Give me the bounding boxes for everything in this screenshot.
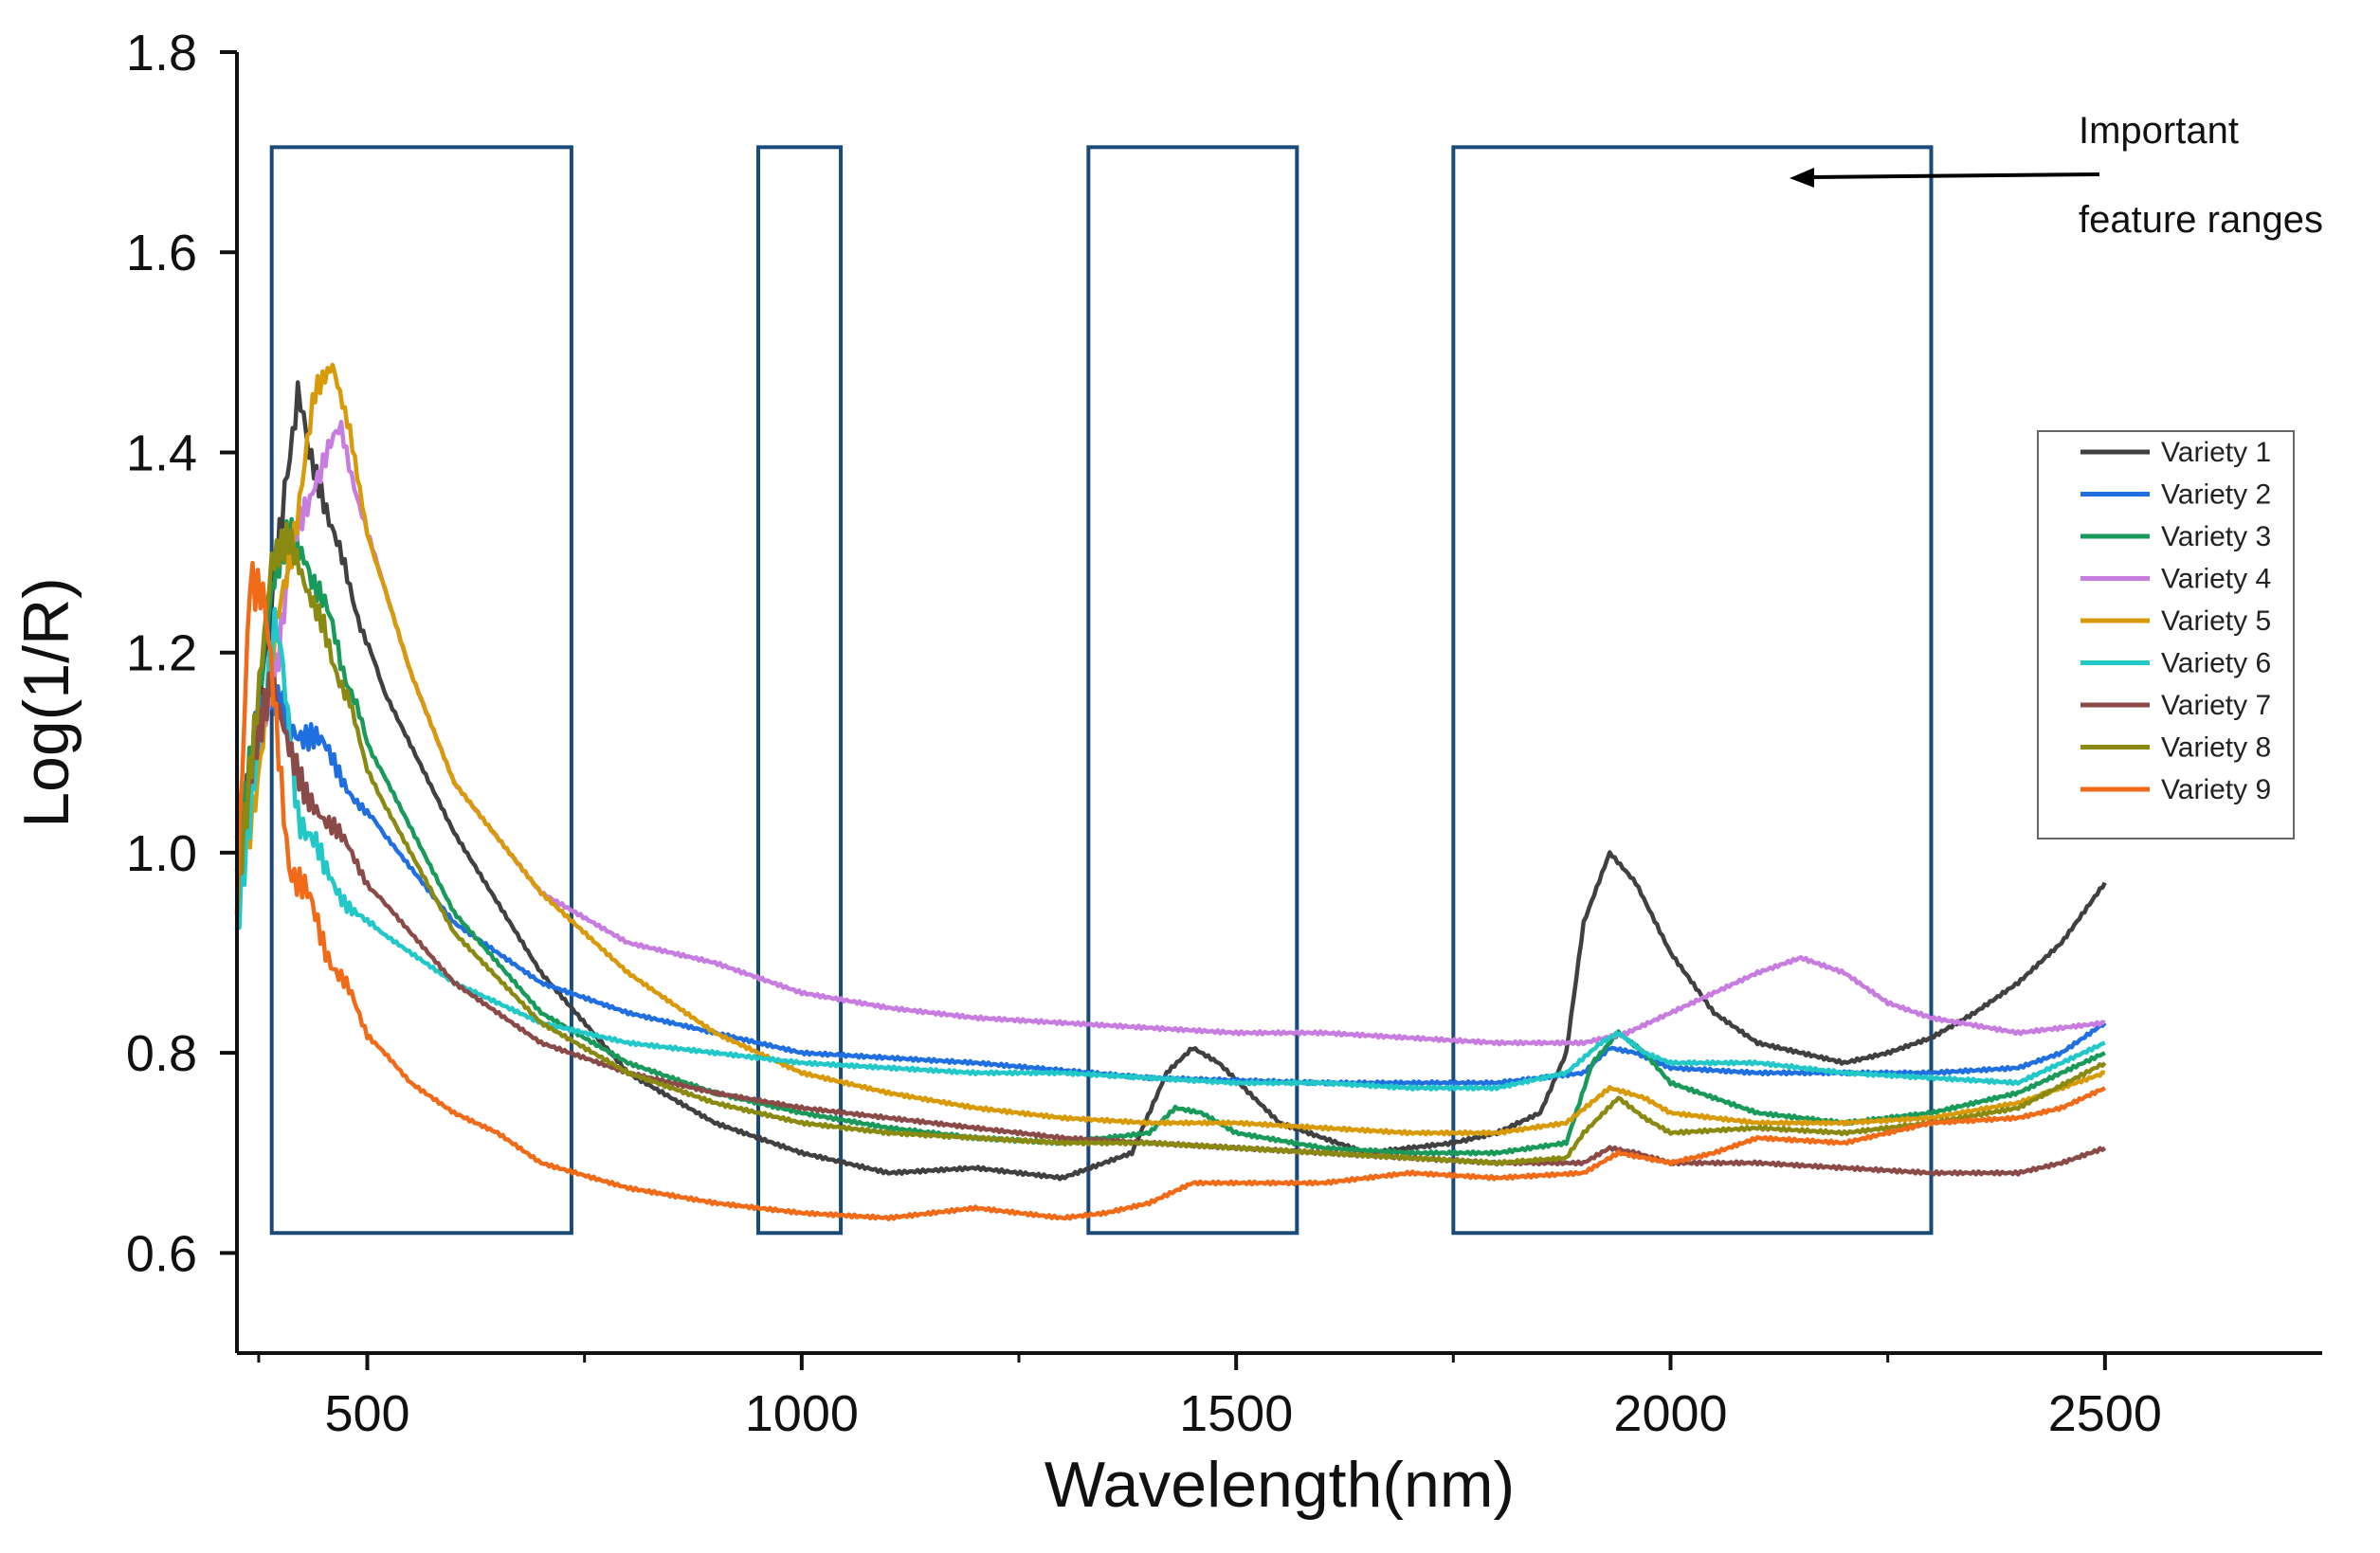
x-tick-label: 500 (324, 1385, 409, 1442)
feature-range-box (1086, 145, 1299, 1236)
y-tick-label: 0.6 (126, 1225, 197, 1282)
y-tick-label: 1.8 (126, 25, 197, 81)
legend: Variety 1 Variety 2 Variety 3 Variety 4 Vari… (2037, 430, 2295, 840)
series-line-8 (234, 521, 2107, 1166)
y-tick-label: 1.4 (126, 424, 197, 481)
x-ticks: 500 1000 1500 2000 2500 (257, 1353, 2162, 1442)
feature-range-box (1451, 145, 1934, 1236)
legend-label: Variety 3 (2161, 521, 2271, 552)
series-line-4 (234, 420, 2106, 1047)
series-lines (234, 362, 2107, 1222)
series-line-1 (234, 380, 2107, 1182)
x-tick-label: 2500 (2048, 1385, 2162, 1442)
y-ticks: 0.6 0.8 1.0 1.2 1.4 1.6 1.8 (126, 25, 237, 1282)
legend-label: Variety 5 (2161, 605, 2271, 637)
y-tick-label: 0.8 (126, 1025, 197, 1082)
feature-range-box (269, 145, 573, 1236)
annotation-arrow (1811, 172, 2100, 179)
annotation-line-2: feature ranges (2079, 199, 2323, 241)
y-tick-label: 1.6 (126, 225, 197, 281)
legend-label: Variety 8 (2161, 732, 2271, 764)
legend-label: Variety 9 (2161, 774, 2271, 805)
y-tick-label: 1.2 (126, 625, 197, 682)
x-tick-label: 2000 (1613, 1385, 1727, 1442)
y-axis-title: Log(1/R) (10, 577, 82, 828)
feature-range-box (756, 145, 844, 1236)
x-axis-title: Wavelength(nm) (1045, 1449, 1515, 1521)
legend-label: Variety 4 (2161, 564, 2271, 595)
legend-label: Variety 1 (2161, 437, 2271, 468)
series-line-9 (234, 560, 2106, 1222)
y-tick-label: 1.0 (126, 825, 197, 882)
annotation-line-1: Important (2079, 110, 2239, 152)
feature-range-boxes (269, 145, 1934, 1236)
axes (235, 52, 2322, 1355)
legend-label: Variety 7 (2161, 690, 2271, 721)
legend-label: Variety 2 (2161, 479, 2271, 511)
legend-frame (2037, 430, 2295, 840)
legend-items: Variety 1 Variety 2 Variety 3 Variety 4 Vari… (2080, 437, 2271, 805)
x-tick-label: 1000 (745, 1385, 859, 1442)
series-line-6 (234, 606, 2106, 1092)
legend-label: Variety 6 (2161, 648, 2271, 679)
x-tick-label: 1500 (1179, 1385, 1293, 1442)
annotation-arrowhead (1790, 168, 1814, 188)
series-line-5 (236, 362, 2106, 1137)
series-line-7 (236, 671, 2107, 1177)
series-line-3 (234, 516, 2106, 1157)
feature-ranges-annotation: Important feature ranges (1790, 110, 2323, 241)
